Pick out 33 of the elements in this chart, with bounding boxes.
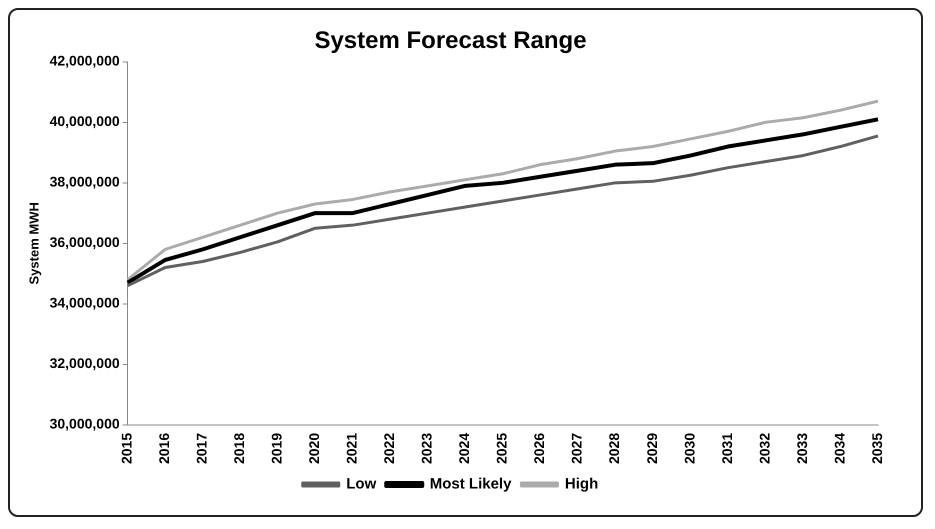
x-tick-label: 2032	[756, 432, 772, 464]
x-tick-label: 2025	[494, 432, 510, 464]
legend-label: Low	[346, 476, 377, 493]
x-tick-label: 2031	[718, 432, 735, 464]
chart-title: System Forecast Range	[314, 27, 587, 54]
legend-label: High	[564, 476, 598, 493]
y-tick-label: 40,000,000	[50, 113, 120, 130]
y-tick-label: 38,000,000	[50, 174, 120, 190]
x-tick-label: 2030	[681, 432, 698, 464]
x-tick-label: 2024	[456, 432, 472, 464]
y-tick-label: 42,000,000	[50, 52, 120, 69]
x-tick-label: 2023	[418, 432, 435, 464]
x-tick-label: 2019	[268, 432, 285, 464]
y-tick-label: 34,000,000	[50, 294, 120, 311]
x-tick-label: 2033	[794, 432, 810, 464]
y-tick-label: 36,000,000	[50, 234, 120, 250]
x-tick-label: 2035	[868, 432, 885, 464]
x-tick-label: 2021	[344, 432, 360, 464]
x-tick-label: 2016	[156, 432, 172, 464]
x-tick-label: 2018	[231, 432, 248, 464]
x-tick-label: 2029	[644, 432, 660, 464]
x-tick-label: 2027	[568, 432, 585, 464]
legend-label: Most Likely	[430, 476, 512, 493]
x-tick-label: 2017	[194, 432, 210, 464]
x-tick-label: 2026	[531, 432, 548, 464]
x-tick-label: 2028	[606, 432, 622, 464]
y-tick-label: 30,000,000	[50, 416, 120, 432]
y-axis-title: System MWH	[26, 202, 42, 285]
y-tick-label: 32,000,000	[50, 355, 120, 372]
x-tick-label: 2022	[381, 432, 398, 464]
x-tick-label: 2015	[118, 432, 135, 464]
x-tick-label: 2020	[306, 432, 322, 464]
x-tick-label: 2034	[831, 432, 848, 464]
